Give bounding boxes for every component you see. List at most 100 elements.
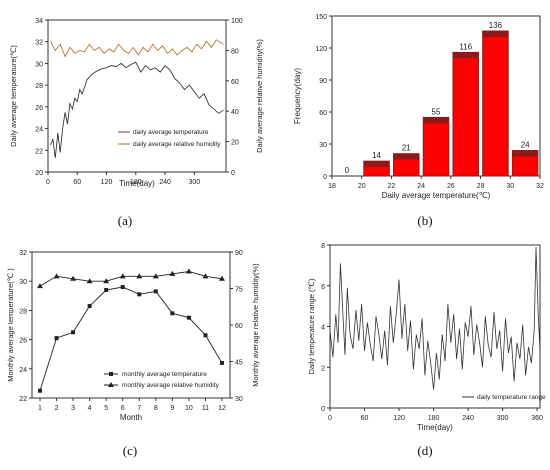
panel-b-bar — [452, 51, 479, 177]
panel-c-x-tick-label: 2 — [55, 405, 59, 412]
panel-a-x-tick-label: 0 — [46, 179, 50, 186]
panel-c-humidity-marker — [86, 278, 93, 284]
panel-b-y-tick-label: 30 — [319, 142, 327, 149]
panel-a-y-tick-label: 20 — [35, 170, 43, 177]
panel-d-y-axis-label: Daily temperature range (℃) — [307, 278, 316, 374]
panel-d-y-tick-label: 4 — [321, 325, 325, 332]
panel-c-y-tick-label: 32 — [19, 250, 27, 257]
panel-a-x-tick-label: 180 — [130, 179, 142, 186]
panel-a-y2-tick-label: 20 — [231, 140, 239, 147]
panel-a-y-tick-label: 30 — [35, 61, 43, 68]
panel-a-x-tick-label: 120 — [101, 179, 113, 186]
panel-b-bar — [482, 30, 509, 177]
panel-c-x-tick-label: 7 — [137, 405, 141, 412]
panel-b-x-tick-label: 26 — [447, 183, 455, 190]
panel-d-x-tick-label: 0 — [328, 415, 332, 422]
panel-a-legend-humidity-label: daily average relative humidity — [133, 141, 221, 148]
panel-c-y-tick-label: 24 — [19, 367, 27, 374]
panel-b-data-label: 21 — [402, 144, 411, 153]
panel-c-y-tick-label: 22 — [19, 396, 27, 403]
panel-c-x-tick-label: 8 — [154, 405, 158, 412]
panel-a-y-tick-label: 24 — [35, 127, 43, 134]
panel-b-x-tick-label: 24 — [417, 183, 425, 190]
panel-c-temperature-marker — [120, 285, 125, 290]
panel-c-humidity-marker — [169, 270, 176, 276]
panel-c-legend-humidity-marker — [108, 382, 114, 387]
panel-c-x-axis-label: Month — [120, 413, 142, 422]
panel-b-bar-cap — [482, 30, 509, 37]
panel-c-humidity-marker — [103, 278, 110, 284]
panel-c-legend-humidity-label: monthly average relative humidity — [122, 382, 220, 389]
panel-b-x-tick-label: 30 — [506, 183, 514, 190]
panel-b-label: (b) — [417, 213, 432, 228]
panel-c-humidity-marker — [53, 273, 60, 279]
panel-d-y-tick-label: 2 — [321, 365, 325, 372]
panel-c-humidity-marker — [152, 273, 159, 279]
panel-d-range-line — [329, 246, 541, 390]
panel-b-x-tick-label: 28 — [477, 183, 485, 190]
panel-c-temperature-marker — [220, 360, 224, 365]
panel-b-data-label: 55 — [432, 107, 441, 116]
panel-b-x-axis-label: Daily average temperature(℃) — [382, 191, 491, 200]
panel-c-x-tick-label: 3 — [71, 405, 75, 412]
panel-d-x-tick-label: 300 — [497, 415, 509, 422]
panel-c-chart: 1 2 3 4 5 6 7 8 9 10 11 122224262830323045607590Mon… — [6, 250, 260, 422]
panel-d-x-tick-label: 120 — [393, 415, 405, 422]
panel-a-y2-tick-label: 60 — [231, 79, 239, 86]
panel-b-bar — [422, 116, 450, 177]
panel-c-x-tick-label: 10 — [185, 405, 193, 412]
panel-c-legend-temp-label: monthly average temperature — [122, 371, 207, 378]
panel-c-x-tick-label: 1 — [38, 405, 42, 412]
panel-c-y-axis-label: Monthly average temperature(℃ ) — [6, 268, 15, 382]
panel-c-y-tick-label: 28 — [19, 308, 27, 315]
panel-b-y-tick-label: 150 — [315, 14, 327, 21]
panel-a-y-tick-label: 34 — [35, 18, 43, 25]
panel-d-y-tick-label: 8 — [321, 243, 325, 250]
panel-c-y2-tick-label: 45 — [235, 360, 243, 367]
panel-c-y2-axis-label: Monthly average relative humidity(%) — [251, 263, 260, 387]
panel-d-plot-frame — [329, 244, 541, 409]
panel-c-humidity-marker — [119, 273, 126, 279]
panel-a-x-axis-label: Time(day) — [119, 179, 155, 188]
panel-a-y-tick-label: 22 — [35, 148, 43, 155]
panel-a-label: (a) — [118, 213, 132, 228]
panel-a-chart: 0 60 120 180 240 3002022242628303234020406080… — [9, 18, 264, 188]
panel-a-y2-tick-label: 80 — [231, 48, 239, 55]
panel-c-humidity-marker — [37, 283, 43, 289]
panel-c-x-tick-label: 6 — [121, 405, 125, 412]
panel-a-humidity-line — [50, 39, 224, 58]
panel-d-x-tick-label: 240 — [462, 415, 474, 422]
panel-a-y2-axis-label: Daily average relative humidity(%) — [255, 39, 264, 153]
panel-a-x-tick-label: 240 — [159, 179, 171, 186]
panel-c-humidity-line — [39, 271, 223, 287]
panel-a-y-tick-label: 28 — [35, 83, 43, 90]
panel-b-bar-cap — [512, 150, 538, 157]
panel-d-x-axis-label: Time(day) — [417, 423, 453, 432]
panel-c-x-tick-label: 12 — [218, 405, 226, 412]
panel-a-y2-tick-label: 40 — [231, 109, 239, 116]
panel-c-y2-tick-label: 90 — [235, 250, 243, 257]
panel-b-y-tick-label: 90 — [319, 78, 327, 85]
panel-a-plot-frame — [47, 19, 227, 173]
panel-b-y-axis-label: Frequency(day) — [293, 68, 302, 124]
panel-d-chart: 0 60 120 180 240 300 360 0 2 4 6 8 Time(day) Daily te… — [307, 243, 546, 432]
panel-c-x-tick-label: 5 — [104, 405, 108, 412]
panel-c-label: (c) — [123, 443, 137, 458]
panel-d-x-tick-label: 180 — [428, 415, 440, 422]
panel-c-temperature-line — [39, 286, 223, 391]
panel-c-temperature-marker — [186, 315, 191, 320]
panel-b-x-tick-label: 18 — [328, 183, 336, 190]
panel-b-y-tick-label: 120 — [315, 46, 327, 53]
panel-c-y-tick-label: 26 — [19, 338, 27, 345]
panel-b-data-label: 24 — [521, 140, 530, 149]
panel-b-bar-cap — [423, 117, 449, 124]
panel-a-temperature-line — [50, 61, 224, 158]
panel-b-bar-cap — [452, 52, 479, 59]
panel-b-y-tick-label: 60 — [319, 110, 327, 117]
panel-c-humidity-marker — [70, 275, 77, 281]
panel-c-temperature-marker — [87, 304, 92, 309]
panel-b-x-tick-label: 20 — [358, 183, 366, 190]
panel-c-temperature-marker — [170, 311, 175, 316]
